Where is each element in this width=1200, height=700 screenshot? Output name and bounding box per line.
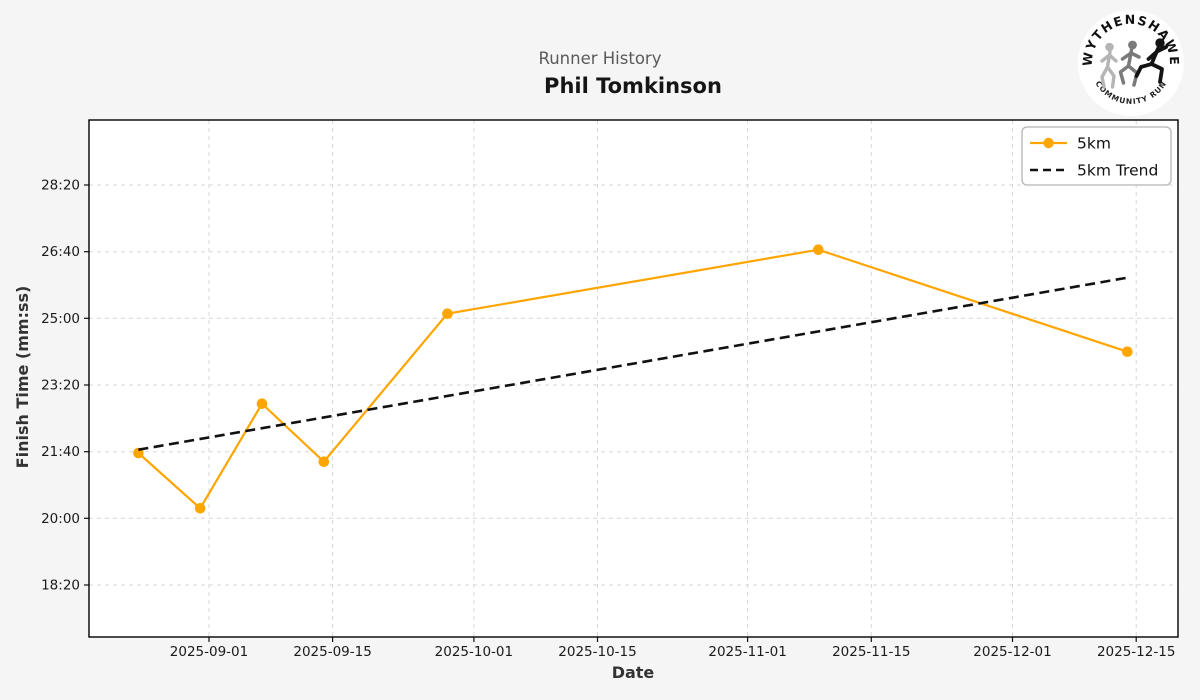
jogging-runner-icon — [1118, 40, 1141, 87]
y-tick-label: 21:40 — [41, 444, 80, 460]
data-point-2025-09-28 — [442, 308, 453, 320]
data-point-2025-09-14 — [318, 456, 330, 468]
gridlines — [89, 120, 1178, 637]
y-tick-label: 23:20 — [41, 378, 80, 394]
legend: 5km 5km Trend — [1021, 126, 1172, 186]
y-tick-label: 28:20 — [41, 178, 80, 194]
data-point-2025-12-14 — [1122, 346, 1133, 358]
axis-ticks-and-labels: 2025-09-01 2025-09-15 2025-10-01 2025-10-15… — [41, 178, 1175, 661]
walking-runner-icon — [1100, 42, 1118, 89]
x-tick-label: 2025-10-15 — [558, 644, 636, 660]
x-tick-label: 2025-09-01 — [170, 644, 248, 660]
x-axis-label: Date — [612, 663, 655, 682]
x-tick-label: 2025-10-01 — [435, 644, 513, 660]
x-tick-label: 2025-11-15 — [832, 644, 910, 660]
legend-5km-marker-sample — [1043, 137, 1054, 149]
plot-area — [89, 120, 1178, 637]
y-axis-label: Finish Time (mm:ss) — [13, 286, 32, 469]
legend-label-5km-trend: 5km Trend — [1077, 162, 1158, 180]
community-run-logo: WYTHENSHAWE COMMUNITY RUN — [1078, 10, 1184, 116]
x-tick-label: 2025-12-15 — [1097, 644, 1175, 660]
logo-background-circle — [1078, 10, 1184, 116]
sprinting-runner-icon — [1134, 38, 1168, 84]
plot-frame — [88, 119, 1179, 638]
data-series — [133, 244, 1133, 514]
data-point-2025-11-09 — [813, 244, 824, 255]
x-tick-label: 2025-09-15 — [293, 644, 371, 660]
x-tick-label: 2025-12-01 — [973, 644, 1051, 660]
page-title: Phil Tomkinson — [544, 74, 722, 98]
runner-icons — [1100, 38, 1168, 89]
data-point-2025-08-31 — [194, 503, 206, 514]
y-tick-label: 26:40 — [41, 244, 80, 260]
y-tick-label: 25:00 — [41, 311, 80, 327]
data-point-2025-09-07 — [256, 398, 268, 410]
y-tick-label: 18:20 — [41, 578, 80, 594]
y-tick-label: 20:00 — [41, 511, 80, 527]
chart-subtitle: Runner History — [539, 49, 662, 68]
legend-label-5km: 5km — [1077, 135, 1111, 153]
series-5km-trend-line — [138, 276, 1128, 451]
x-tick-label: 2025-11-01 — [708, 644, 786, 660]
